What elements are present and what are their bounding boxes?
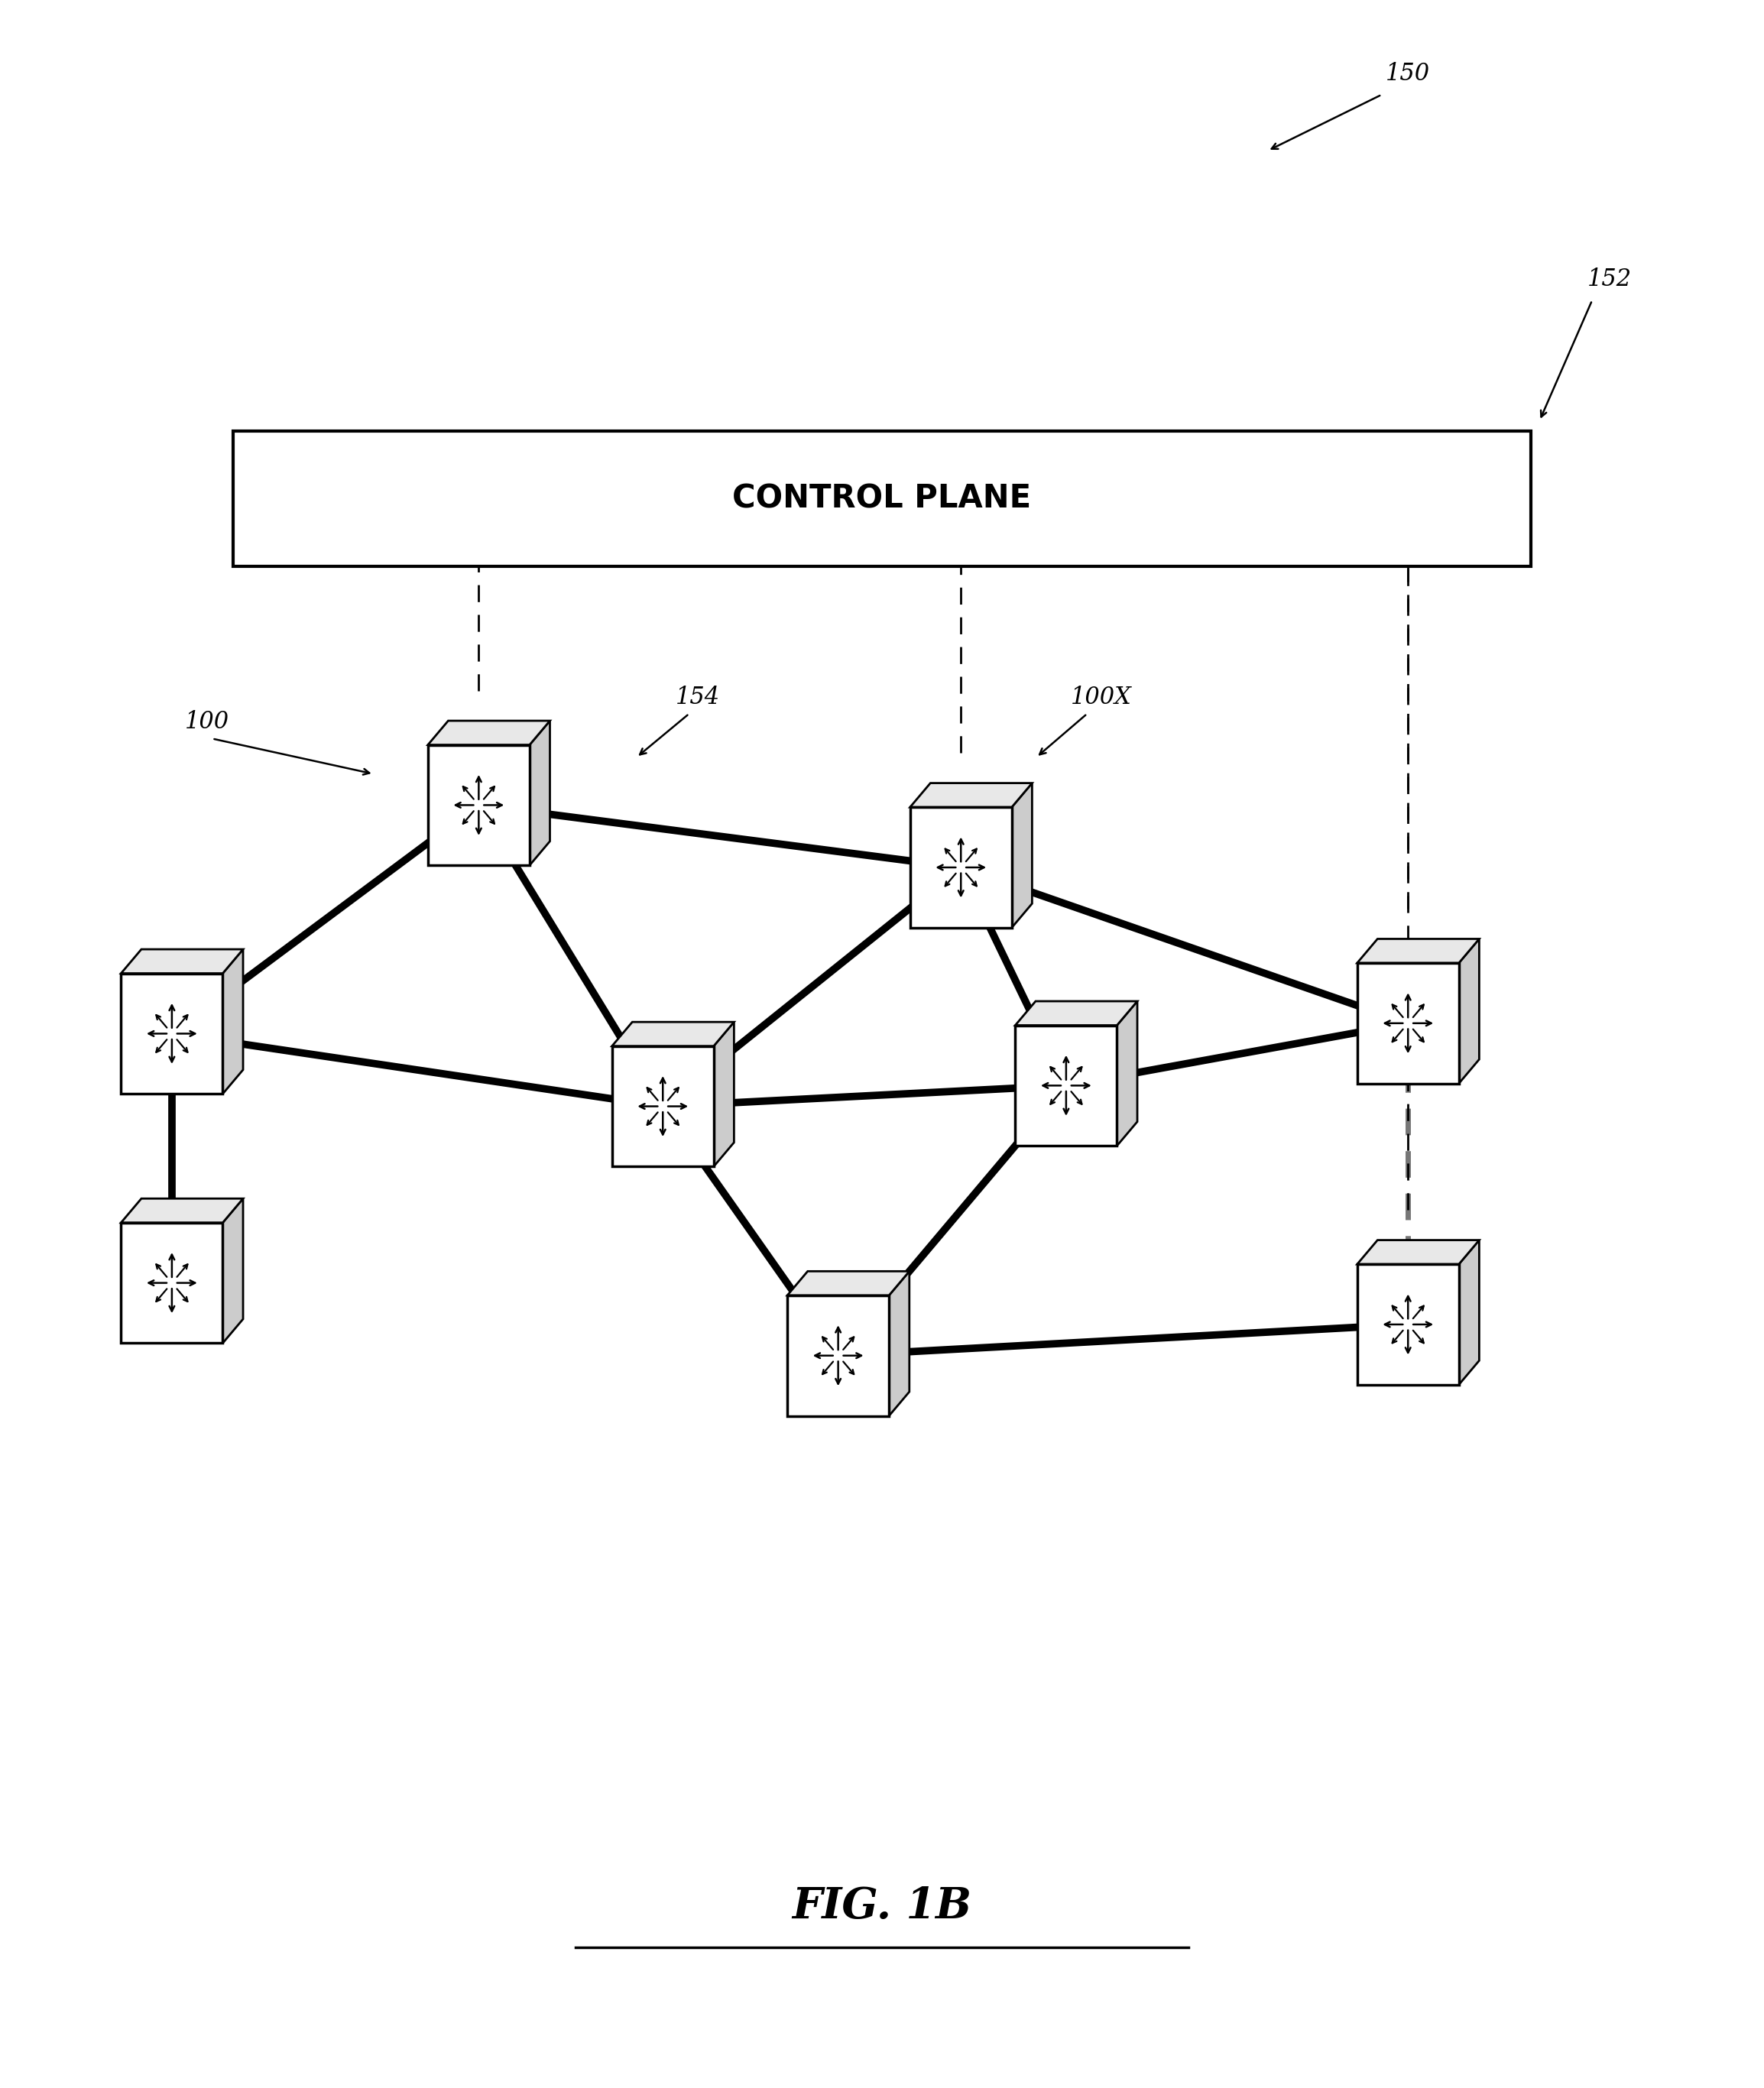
FancyBboxPatch shape: [429, 745, 529, 864]
Polygon shape: [1117, 1002, 1138, 1146]
Text: 152: 152: [1588, 267, 1632, 292]
FancyBboxPatch shape: [1016, 1025, 1117, 1146]
Polygon shape: [612, 1021, 734, 1046]
FancyBboxPatch shape: [122, 1224, 222, 1343]
Polygon shape: [1013, 783, 1032, 927]
Polygon shape: [222, 1199, 243, 1343]
Polygon shape: [529, 720, 550, 864]
Polygon shape: [910, 783, 1032, 808]
FancyBboxPatch shape: [612, 1046, 714, 1167]
Polygon shape: [1357, 1240, 1480, 1263]
Text: 150: 150: [1387, 63, 1431, 86]
Text: 154: 154: [676, 685, 720, 710]
Polygon shape: [714, 1021, 734, 1167]
FancyBboxPatch shape: [233, 430, 1531, 566]
Polygon shape: [787, 1272, 910, 1295]
Polygon shape: [889, 1272, 910, 1416]
Polygon shape: [1459, 940, 1480, 1084]
Text: 100X: 100X: [1071, 685, 1132, 710]
FancyBboxPatch shape: [1357, 963, 1459, 1084]
FancyBboxPatch shape: [1357, 1263, 1459, 1384]
Polygon shape: [1016, 1002, 1138, 1025]
Text: 100: 100: [185, 710, 229, 733]
Polygon shape: [222, 950, 243, 1094]
Polygon shape: [122, 1199, 243, 1224]
FancyBboxPatch shape: [787, 1295, 889, 1416]
Polygon shape: [1357, 940, 1480, 963]
Polygon shape: [429, 720, 550, 745]
Text: CONTROL PLANE: CONTROL PLANE: [732, 482, 1032, 516]
FancyBboxPatch shape: [910, 808, 1013, 927]
Polygon shape: [1459, 1240, 1480, 1384]
Polygon shape: [122, 950, 243, 973]
Text: FIG. 1B: FIG. 1B: [792, 1885, 972, 1927]
FancyBboxPatch shape: [122, 973, 222, 1094]
